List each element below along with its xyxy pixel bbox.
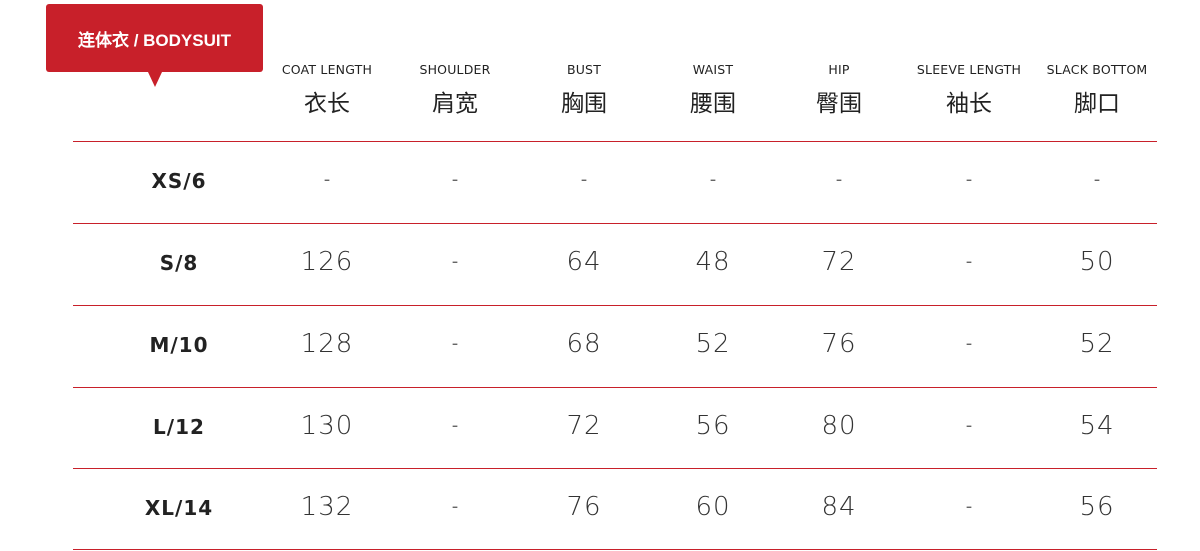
row-divider <box>73 387 1157 388</box>
measurement-cell: 48 <box>695 247 731 277</box>
column-header: WAIST 腰围 <box>648 62 778 118</box>
column-header-en: SHOULDER <box>419 62 491 77</box>
measurement-cell: - <box>965 169 973 190</box>
column-header-zh: 衣长 <box>304 91 350 117</box>
column-header-zh: 腰围 <box>690 91 736 117</box>
measurement-cell: 126 <box>300 247 354 277</box>
column-header-en: WAIST <box>692 62 734 77</box>
size-label: L/12 <box>153 414 205 439</box>
measurement-cell: - <box>451 251 459 272</box>
measurement-cell: - <box>451 495 459 517</box>
row-divider <box>73 468 1157 469</box>
badge-pointer <box>148 72 162 87</box>
column-header-en: HIP <box>828 62 850 77</box>
measurement-cell: - <box>451 414 459 436</box>
measurement-cell: - <box>965 414 973 436</box>
measurement-cell: 72 <box>566 410 602 441</box>
measurement-cell: 72 <box>821 247 857 277</box>
measurement-cell: 56 <box>1079 491 1115 522</box>
column-header-zh: 脚口 <box>1074 91 1120 117</box>
size-label: XL/14 <box>144 495 214 520</box>
measurement-cell: 52 <box>695 329 731 359</box>
column-header-en: COAT LENGTH <box>281 62 373 77</box>
column-header-zh: 肩宽 <box>432 91 478 117</box>
column-header: BUST 胸围 <box>519 62 649 118</box>
size-label: S/8 <box>159 251 199 275</box>
measurement-cell: - <box>965 495 973 517</box>
measurement-cell: - <box>835 169 843 190</box>
column-header-zh: 胸围 <box>561 91 607 117</box>
row-divider <box>73 549 1157 550</box>
measurement-cell: 68 <box>566 329 602 359</box>
measurement-cell: - <box>323 169 331 190</box>
category-badge: 连体衣 / BODYSUIT <box>46 4 263 72</box>
measurement-cell: 80 <box>821 410 857 441</box>
column-header-en: BUST <box>566 62 602 77</box>
measurement-cell: - <box>1093 169 1101 190</box>
measurement-cell: 132 <box>300 491 354 522</box>
column-header: COAT LENGTH 衣长 <box>262 62 392 118</box>
measurement-cell: - <box>709 169 717 190</box>
measurement-cell: - <box>965 333 973 354</box>
column-header: SHOULDER 肩宽 <box>390 62 520 118</box>
measurement-cell: - <box>451 333 459 354</box>
measurement-cell: - <box>965 251 973 272</box>
row-divider <box>73 223 1157 224</box>
measurement-cell: 54 <box>1079 410 1115 441</box>
measurement-cell: 128 <box>300 329 354 359</box>
measurement-cell: 84 <box>821 491 857 522</box>
measurement-cell: 60 <box>695 491 731 522</box>
column-header-zh: 袖长 <box>946 91 992 117</box>
measurement-cell: 52 <box>1079 329 1115 359</box>
column-header: HIP 臀围 <box>774 62 904 118</box>
row-divider <box>73 305 1157 306</box>
measurement-cell: - <box>451 169 459 190</box>
measurement-cell: 76 <box>821 329 857 359</box>
size-label: M/10 <box>149 333 209 357</box>
row-divider <box>73 141 1157 142</box>
measurement-cell: 76 <box>566 491 602 522</box>
column-header-en: SLEEVE LENGTH <box>916 62 1022 77</box>
column-header: SLEEVE LENGTH 袖长 <box>904 62 1034 118</box>
measurement-cell: 50 <box>1079 247 1115 277</box>
measurement-cell: 56 <box>695 410 731 441</box>
category-title: 连体衣 / BODYSUIT <box>77 30 231 50</box>
size-label: XS/6 <box>151 169 207 193</box>
column-header-en: SLACK BOTTOM <box>1046 62 1148 77</box>
measurement-cell: - <box>580 169 588 190</box>
measurement-cell: 130 <box>300 410 354 441</box>
measurement-cell: 64 <box>566 247 602 277</box>
column-header: SLACK BOTTOM 脚口 <box>1032 62 1162 118</box>
column-header-zh: 臀围 <box>816 91 862 117</box>
